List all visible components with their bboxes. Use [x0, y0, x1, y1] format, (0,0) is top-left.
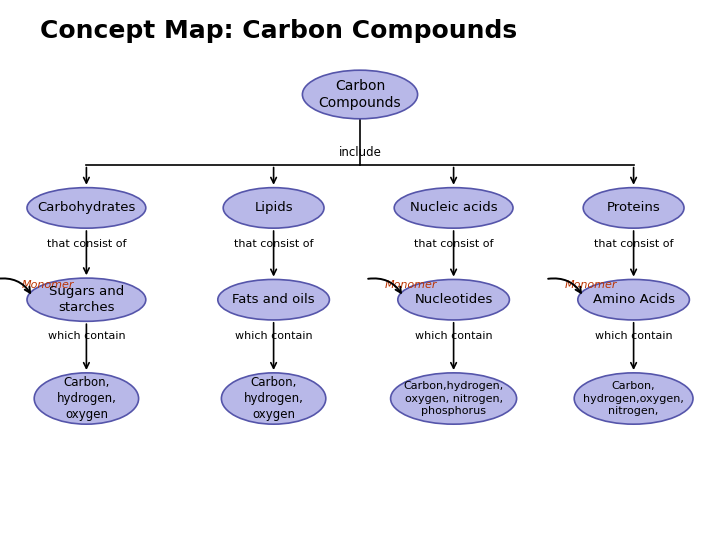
Ellipse shape: [578, 280, 690, 320]
Text: Nucleic acids: Nucleic acids: [410, 201, 498, 214]
Ellipse shape: [222, 373, 325, 424]
Ellipse shape: [302, 70, 418, 119]
Text: Concept Map: Carbon Compounds: Concept Map: Carbon Compounds: [40, 19, 517, 43]
Text: Carbon,
hydrogen,oxygen,
nitrogen,: Carbon, hydrogen,oxygen, nitrogen,: [583, 381, 684, 416]
Ellipse shape: [34, 373, 138, 424]
Text: Lipids: Lipids: [254, 201, 293, 214]
Text: that consist of: that consist of: [414, 239, 493, 249]
Text: Proteins: Proteins: [607, 201, 660, 214]
Text: Monomer: Monomer: [385, 280, 438, 290]
Text: which contain: which contain: [235, 331, 312, 341]
Text: that consist of: that consist of: [234, 239, 313, 249]
Text: include: include: [338, 146, 382, 159]
Ellipse shape: [27, 187, 145, 228]
Text: which contain: which contain: [595, 331, 672, 341]
Text: Carbon,
hydrogen,
oxygen: Carbon, hydrogen, oxygen: [243, 376, 304, 421]
Text: which contain: which contain: [415, 331, 492, 341]
Text: which contain: which contain: [48, 331, 125, 341]
Ellipse shape: [27, 278, 145, 321]
Ellipse shape: [390, 373, 517, 424]
Text: Nucleotides: Nucleotides: [415, 293, 492, 306]
Ellipse shape: [223, 187, 324, 228]
Text: Carbon,
hydrogen,
oxygen: Carbon, hydrogen, oxygen: [56, 376, 117, 421]
Text: Carbohydrates: Carbohydrates: [37, 201, 135, 214]
Text: Sugars and
starches: Sugars and starches: [49, 285, 124, 314]
Text: Fats and oils: Fats and oils: [233, 293, 315, 306]
Text: Monomer: Monomer: [22, 280, 74, 290]
Ellipse shape: [217, 280, 330, 320]
Text: Monomer: Monomer: [565, 280, 618, 290]
Text: that consist of: that consist of: [47, 239, 126, 249]
Ellipse shape: [395, 187, 513, 228]
Text: that consist of: that consist of: [594, 239, 673, 249]
Ellipse shape: [397, 280, 510, 320]
Text: Carbon,hydrogen,
oxygen, nitrogen,
phosphorus: Carbon,hydrogen, oxygen, nitrogen, phosp…: [403, 381, 504, 416]
Text: Carbon
Compounds: Carbon Compounds: [319, 79, 401, 110]
Text: Amino Acids: Amino Acids: [593, 293, 675, 306]
Ellipse shape: [575, 373, 693, 424]
Ellipse shape: [583, 187, 684, 228]
